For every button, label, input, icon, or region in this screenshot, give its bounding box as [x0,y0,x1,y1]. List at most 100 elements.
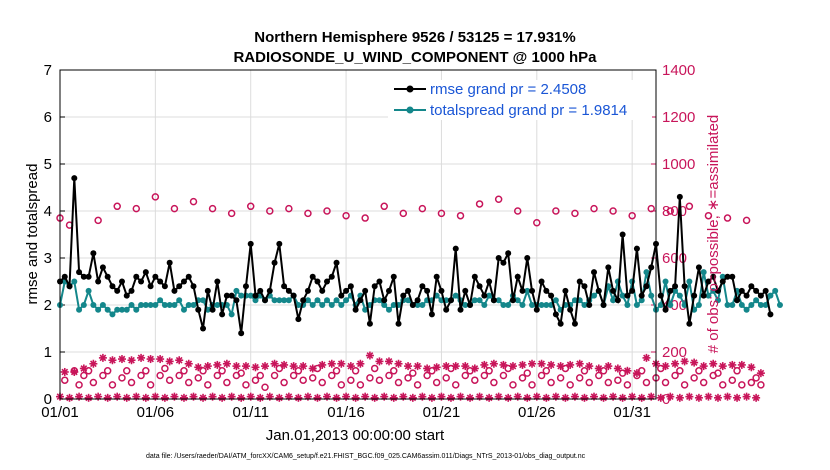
asterisk-stroke [347,362,355,370]
possible-obs-marker [475,200,484,208]
asterisk-stroke [681,358,688,365]
possible-obs-marker [308,374,317,382]
possible-obs-marker [533,219,541,227]
possible-obs-marker [747,378,756,387]
rmse-point [195,306,202,313]
assimilated-obs-marker [423,364,432,373]
possible-obs-marker [537,371,546,380]
asterisk-stroke [566,361,574,369]
rmse-point [99,264,106,271]
asterisk-stroke [585,362,593,370]
asterisk-stroke [485,394,493,402]
asterisk-stroke [85,394,92,402]
totalspread-point [314,297,321,304]
asterisk-stroke [390,394,398,402]
possible-obs-marker [719,381,727,389]
rmse-point [757,292,764,299]
possible-obs-marker [752,374,760,382]
assimilated-obs-marker [337,359,346,368]
rmse-point [61,273,68,280]
rmse-point [729,273,736,280]
rmse-point [123,292,130,299]
asterisk-stroke [714,394,722,402]
possible-obs-marker [738,381,746,389]
asterisk-stroke [80,365,88,372]
asterisk-stroke [528,360,536,368]
asterisk-stroke [314,394,321,402]
asterisk-stroke [337,360,345,368]
totalspread-point [743,306,750,313]
possible-obs-marker [142,367,150,375]
possible-obs-marker [623,381,632,389]
legend-rmse-label: rmse grand pr = 2.4508 [430,81,586,98]
rmse-point [114,287,121,294]
rmse-point [438,287,445,294]
asterisk-stroke [156,355,164,363]
assimilated-obs-marker [280,360,289,369]
asterisk-stroke [500,361,507,369]
totalspread-point [514,297,521,304]
asterisk-stroke [233,362,240,370]
possible-obs-marker [370,364,379,373]
totalspread-point [581,302,588,308]
totalspread-point [161,302,168,308]
asterisk-stroke [638,394,646,402]
rmse-point [324,278,331,285]
totalspread-point [295,302,302,308]
asterisk-stroke [109,356,116,364]
assimilated-obs-marker [213,360,222,369]
asterisk-stroke [490,360,498,368]
assimilated-obs-marker [523,393,532,402]
totalspread-point [85,287,92,294]
possible-obs-marker [213,371,222,380]
rmse-point [300,297,307,304]
assimilated-obs-marker [508,362,517,371]
possible-obs-marker [132,204,141,213]
possible-obs-marker [180,367,188,375]
asterisk-stroke [61,368,69,376]
assimilated-obs-marker [504,393,513,402]
rmse-point [667,287,674,294]
rmse-point [619,231,626,238]
totalspread-point [419,302,426,308]
possible-obs-marker [647,204,655,213]
assimilated-obs-marker [117,355,126,364]
rmse-point [610,287,617,294]
assimilated-obs-marker [580,393,589,402]
y-tick-label-left: 3 [44,250,52,267]
asterisk-stroke [542,394,550,402]
assimilated-obs-marker [413,362,422,371]
assimilated-obs-marker [199,393,208,402]
rmse-point [176,283,183,290]
assimilated-obs-marker [365,351,374,360]
asterisk-stroke [604,362,612,370]
asterisk-stroke [185,360,193,368]
totalspread-point [114,306,121,313]
asterisk-stroke [700,362,708,370]
asterisk-stroke [147,355,154,363]
totalspread-point [281,297,288,304]
assimilated-obs-marker [547,360,556,369]
totalspread-point [452,292,459,299]
possible-obs-marker [208,204,217,213]
possible-obs-marker [757,381,765,389]
y-axis-label-right: # of obs: o=possible; ∗=assimilated [705,115,722,354]
rmse-point [152,273,159,280]
assimilated-obs-marker [218,393,227,402]
assimilated-obs-marker [427,393,436,402]
rmse-point [462,287,469,294]
asterisk-stroke [199,394,207,402]
rmse-point [591,269,598,276]
assimilated-obs-marker [733,393,742,402]
totalspread-point [385,306,392,313]
asterisk-stroke [99,354,107,362]
totalspread-point [99,302,106,308]
possible-obs-marker [337,381,346,389]
x-tick-label: 01/16 [327,404,365,421]
asterisk-stroke [194,363,202,371]
totalspread-point [538,302,545,308]
assimilated-obs-marker [103,393,112,402]
possible-obs-marker [552,207,560,215]
totalspread-point [638,297,645,304]
asterisk-stroke [671,360,679,368]
